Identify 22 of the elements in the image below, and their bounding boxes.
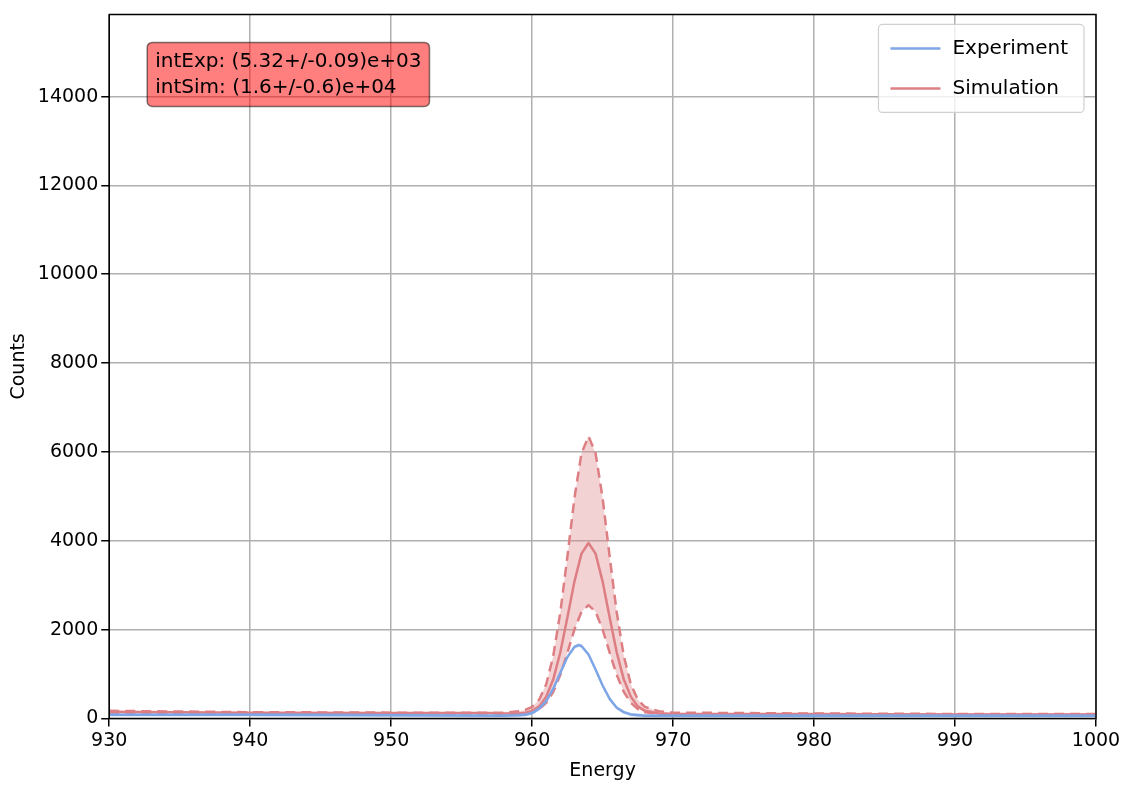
x-tick-label: 970 xyxy=(654,727,692,750)
x-axis-title: Energy xyxy=(569,757,636,780)
x-tick-label: 980 xyxy=(795,727,833,750)
y-tick-label: 2000 xyxy=(49,616,99,639)
x-tick-label: 940 xyxy=(232,727,269,750)
x-tick-label: 990 xyxy=(936,727,974,750)
x-tick-label: 1000 xyxy=(1071,727,1121,750)
legend-label: Simulation xyxy=(952,74,1059,99)
y-tick-label: 4000 xyxy=(49,527,99,550)
annotation: intSim: (1.6+/-0.6)e+04 xyxy=(155,73,397,98)
x-tick-label: 950 xyxy=(373,727,410,750)
y-tick-label: 14000 xyxy=(37,83,99,106)
x-tick-label: 930 xyxy=(91,727,128,750)
y-tick-label: 12000 xyxy=(37,172,99,195)
legend-label: Experiment xyxy=(952,34,1069,59)
y-tick-label: 10000 xyxy=(37,261,99,284)
y-tick-label: 8000 xyxy=(49,350,99,373)
y-axis-title: Counts xyxy=(6,333,29,400)
y-tick-label: 6000 xyxy=(49,438,99,461)
annotation: intExp: (5.32+/-0.09)e+03 xyxy=(155,47,422,72)
x-tick-label: 960 xyxy=(514,727,551,750)
y-tick-label: 0 xyxy=(86,705,99,728)
